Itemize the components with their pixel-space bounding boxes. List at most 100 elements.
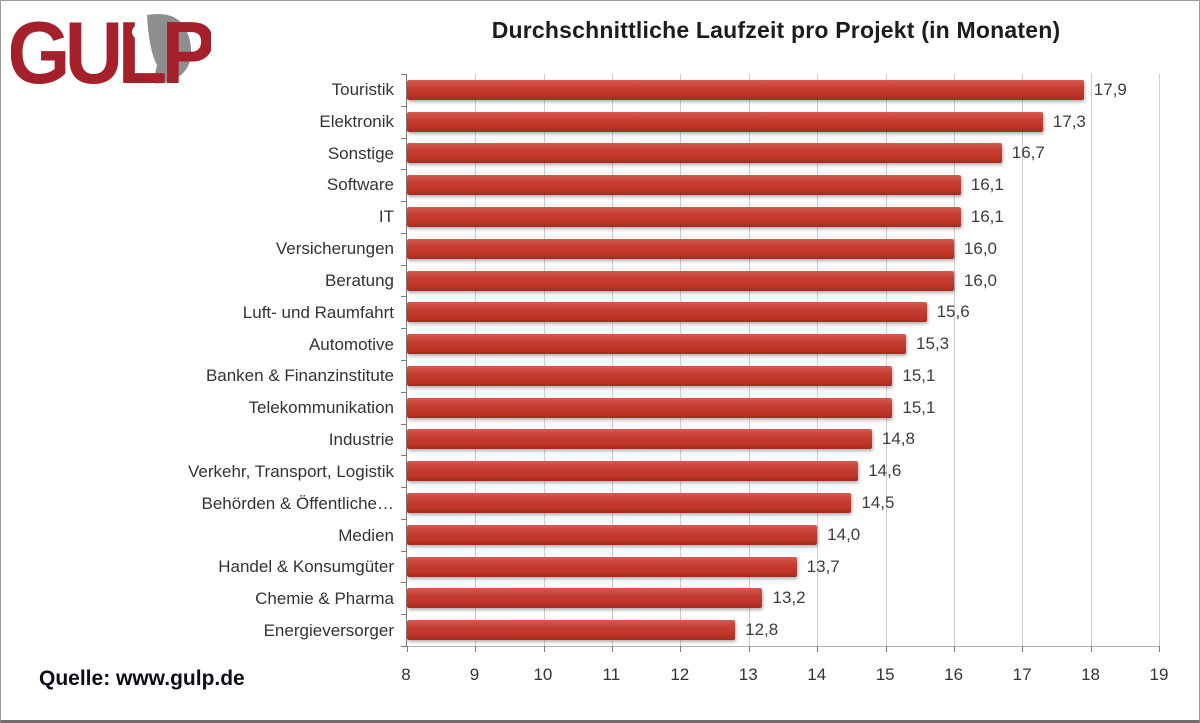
bar-row: 16,7 <box>407 138 1159 170</box>
category-label: Handel & Konsumgüter <box>218 557 394 577</box>
y-tick-mark <box>401 646 407 647</box>
category-label: Touristik <box>331 79 394 99</box>
bar <box>407 365 893 386</box>
y-tick-mark <box>401 518 407 520</box>
gridline <box>543 74 545 646</box>
value-label: 16,7 <box>1011 143 1045 163</box>
value-label: 15,3 <box>916 334 950 354</box>
bar-row: 14,5 <box>407 487 1159 519</box>
y-tick-mark <box>401 423 407 425</box>
value-label: 13,7 <box>806 556 840 576</box>
y-tick-mark <box>401 360 407 361</box>
x-tick-mark <box>680 646 682 652</box>
bar <box>407 270 954 291</box>
x-tick-mark <box>885 646 887 652</box>
x-axis-tick-label: 10 <box>533 665 553 684</box>
category-label: Verkehr, Transport, Logistik <box>188 461 394 481</box>
x-tick-mark <box>1090 646 1092 652</box>
value-label: 14,5 <box>861 493 895 513</box>
bar <box>407 461 859 482</box>
value-label: 13,2 <box>772 588 806 608</box>
value-label: 15,6 <box>936 302 970 322</box>
category-label: Telekommunikation <box>248 398 394 418</box>
value-label: 16,0 <box>963 238 997 258</box>
gridline <box>475 74 477 646</box>
gridline <box>1090 74 1092 646</box>
category-label: Energieversorger <box>263 620 394 640</box>
category-label: Medien <box>338 525 394 545</box>
bar <box>407 524 818 545</box>
bar <box>407 175 961 196</box>
bar <box>407 207 961 228</box>
y-tick-mark <box>401 455 407 457</box>
bars-area: 17,9 17,3 16,7 16,1 16,1 16,0 16,0 15,6 15,3 15,1… <box>407 74 1159 646</box>
bar <box>407 79 1084 100</box>
chart-title: Durchschnittliche Laufzeit pro Projekt (… <box>491 17 1061 43</box>
value-label: 12,8 <box>745 620 779 640</box>
x-tick-mark <box>1022 646 1024 652</box>
bar-row: 16,1 <box>407 169 1159 201</box>
plot-area: 17,9 17,3 16,7 16,1 16,1 16,0 16,0 15,6 15,3 15,1… <box>401 74 1160 652</box>
category-label: Sonstige <box>327 143 394 163</box>
bar <box>407 334 907 355</box>
value-label: 14,6 <box>868 461 902 481</box>
category-label: IT <box>378 207 394 227</box>
bar-row: 14,8 <box>407 424 1159 456</box>
gridline <box>885 74 887 646</box>
value-label: 16,0 <box>963 270 997 290</box>
source-text: Quelle: www.gulp.de <box>39 667 245 690</box>
bar-row: 14,6 <box>407 455 1159 487</box>
value-label: 16,1 <box>970 207 1004 227</box>
value-label: 14,8 <box>881 429 915 449</box>
bar-row: 15,3 <box>407 328 1159 360</box>
x-tick-mark <box>475 646 477 652</box>
y-tick-mark <box>401 550 407 552</box>
gridline <box>1022 74 1024 646</box>
y-tick-mark <box>401 201 407 203</box>
x-axis-tick-label: 8 <box>401 665 411 684</box>
bar-row: 16,0 <box>407 233 1159 265</box>
y-tick-mark <box>401 169 407 171</box>
category-label: Banken & Finanzinstitute <box>205 366 394 386</box>
logo-text: GULP <box>11 7 211 99</box>
bar <box>407 429 872 450</box>
category-label: Chemie & Pharma <box>255 589 394 609</box>
value-label: 17,3 <box>1052 111 1086 131</box>
value-label: 16,1 <box>970 175 1004 195</box>
x-axis-tick-label: 18 <box>1081 665 1100 684</box>
bar <box>407 588 763 609</box>
gridline <box>748 74 750 646</box>
category-label: Elektronik <box>319 111 394 131</box>
x-tick-mark <box>748 646 750 652</box>
gulp-logo: GULP <box>7 3 219 102</box>
x-tick-mark <box>817 646 819 652</box>
x-tick-mark <box>953 646 955 652</box>
y-tick-mark <box>401 391 407 393</box>
x-tick-mark <box>407 646 408 652</box>
bar-row: 15,1 <box>407 360 1159 392</box>
x-axis-tick-label: 13 <box>738 665 758 684</box>
gridline <box>817 74 819 646</box>
bar-row: 12,8 <box>407 614 1159 646</box>
value-label: 15,1 <box>902 365 936 385</box>
gridline <box>680 74 682 646</box>
x-axis-tick-label: 11 <box>602 665 621 684</box>
y-tick-mark <box>401 105 407 107</box>
category-label: Industrie <box>328 430 394 450</box>
y-tick-mark <box>401 582 407 584</box>
x-axis-tick-label: 19 <box>1149 665 1169 684</box>
bar-row: 17,3 <box>407 106 1159 138</box>
y-tick-mark <box>401 296 407 298</box>
bar-row: 14,0 <box>407 519 1159 551</box>
logo-speech-bubble-icon <box>147 13 192 84</box>
value-label: 17,9 <box>1093 79 1127 99</box>
category-label: Luft- und Raumfahrt <box>242 302 394 322</box>
x-axis-tick-label: 12 <box>670 665 690 684</box>
bar-row: 13,2 <box>407 583 1159 615</box>
y-tick-mark <box>401 264 407 266</box>
gridline <box>953 74 955 646</box>
x-tick-mark <box>612 646 614 652</box>
y-tick-mark <box>401 137 407 139</box>
value-label: 14,0 <box>827 524 861 544</box>
y-tick-mark <box>401 614 407 616</box>
